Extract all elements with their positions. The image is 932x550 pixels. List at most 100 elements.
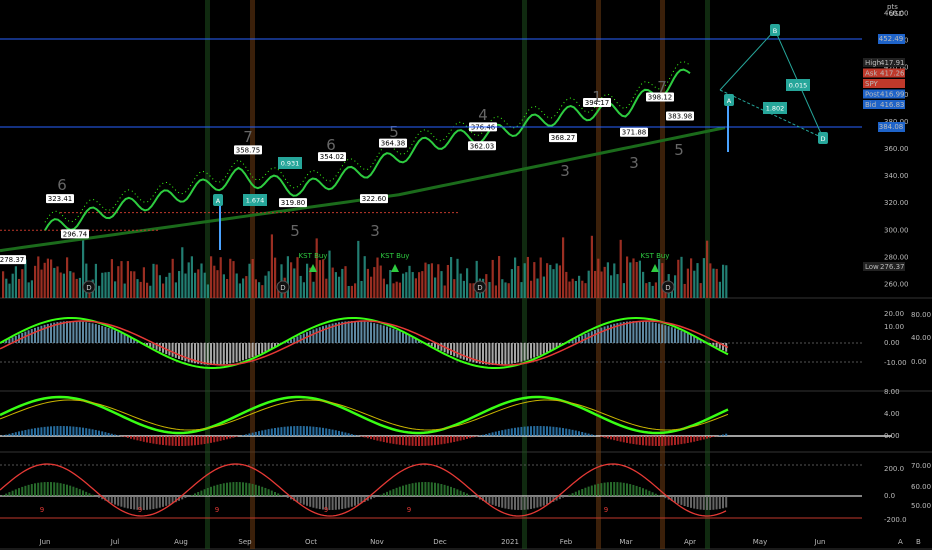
volume-bar — [648, 281, 651, 298]
log-scale-icon[interactable]: B — [916, 538, 921, 546]
volume-bar — [632, 258, 635, 298]
macd-bar — [286, 341, 289, 343]
kst-buy-label: KST Buy — [299, 252, 328, 260]
macd-bar — [434, 343, 436, 348]
volume-bar — [251, 258, 254, 298]
osc3-bar — [405, 484, 408, 496]
macd-bar — [379, 324, 382, 343]
volume-bar — [46, 258, 49, 298]
volume-bar — [450, 257, 453, 298]
wave-count-label: 3 — [560, 162, 570, 180]
macd-bar — [110, 329, 113, 343]
dividend-marker — [661, 280, 675, 294]
volume-bar — [190, 256, 193, 298]
osc2-bar — [203, 436, 206, 444]
osc3-bar — [85, 491, 88, 496]
macd-bar — [120, 333, 123, 343]
osc3-bar — [40, 482, 43, 496]
volume-bar — [530, 280, 533, 298]
osc2-bar — [664, 436, 667, 446]
osc3-bar — [539, 496, 542, 507]
volume-bar — [581, 280, 584, 298]
osc2-bar — [418, 436, 420, 446]
macd-bar — [34, 327, 36, 343]
macd-bar — [251, 343, 254, 358]
volume-bar — [594, 270, 597, 298]
osc2-bar — [606, 436, 609, 439]
volume-bar — [389, 270, 392, 298]
volume-bar — [421, 271, 424, 298]
price-label-bg — [0, 255, 26, 265]
osc3-bar — [626, 483, 628, 496]
osc2-bar — [354, 434, 356, 436]
dividend-label: D — [280, 284, 285, 292]
macd-bar — [610, 324, 612, 343]
volume-bar — [542, 276, 545, 298]
osc2-bar — [178, 436, 180, 446]
osc3-bar — [91, 494, 94, 496]
volume-bar — [158, 275, 161, 298]
macd-bar — [158, 343, 161, 352]
osc2-bar — [510, 428, 513, 436]
osc3-axis-tick: -200.0 — [884, 516, 907, 524]
macd-bar — [130, 337, 132, 343]
volume-bar — [34, 265, 37, 298]
macd-bar — [491, 343, 494, 365]
osc3-bar — [488, 496, 491, 504]
macd-bar — [146, 343, 148, 346]
osc3-bar — [402, 485, 404, 496]
volume-bar — [117, 266, 120, 298]
macd-bar — [299, 334, 302, 343]
price-label: 358.75 — [236, 146, 261, 154]
volume-bar — [21, 269, 24, 298]
wave-count-label: 5 — [389, 123, 399, 141]
osc3-bar — [354, 496, 356, 506]
osc3-bar — [8, 492, 11, 496]
trailing-stop-dots — [44, 61, 691, 223]
macd-bar — [62, 321, 65, 343]
volume-bar — [520, 282, 523, 298]
osc2-bar — [600, 436, 603, 437]
macd-axis-tick: 20.00 — [884, 310, 904, 318]
volume-bar — [14, 266, 17, 298]
osc3-bar — [155, 496, 158, 509]
osc3-bar — [325, 496, 328, 510]
corner-icons[interactable]: A B — [898, 538, 921, 546]
osc3-bar — [414, 482, 417, 496]
macd-bar — [389, 327, 392, 343]
volume-bar — [347, 285, 350, 298]
auto-scale-icon[interactable]: A — [898, 538, 903, 546]
volume-bar — [402, 273, 405, 298]
osc3-bar — [370, 496, 372, 500]
osc2-bar — [155, 436, 158, 445]
osc2-bar — [686, 436, 689, 444]
osc2-bar — [248, 433, 251, 436]
macd-bar — [600, 327, 603, 343]
volume-bar — [603, 266, 606, 298]
quote-value: 417.26 — [880, 70, 905, 78]
osc3-bar — [142, 496, 145, 510]
osc3-bar — [718, 496, 721, 509]
osc2-bar — [296, 426, 299, 436]
osc3-bar — [184, 496, 187, 498]
wave-count-label: 5 — [674, 141, 684, 159]
volume-bar — [699, 283, 702, 298]
osc2-bar — [482, 434, 484, 436]
macd-bar — [613, 323, 616, 343]
volume-bar — [507, 283, 510, 298]
osc3-bar — [664, 496, 667, 499]
osc2-bar — [632, 436, 635, 445]
time-axis-tick: Jul — [110, 538, 120, 546]
volume-bar — [651, 285, 654, 298]
time-axis-tick: Nov — [370, 538, 384, 546]
osc3-bar — [619, 482, 622, 496]
osc3-bar — [594, 484, 596, 496]
volume-bar — [309, 267, 312, 298]
macd-bar — [226, 343, 228, 364]
price-label: 394.17 — [585, 99, 610, 107]
macd-bar — [619, 322, 622, 343]
time-axis-tick: Oct — [305, 538, 317, 546]
osc3-bar — [386, 491, 388, 496]
macd-bar — [69, 321, 72, 343]
osc3-bar — [578, 490, 580, 496]
